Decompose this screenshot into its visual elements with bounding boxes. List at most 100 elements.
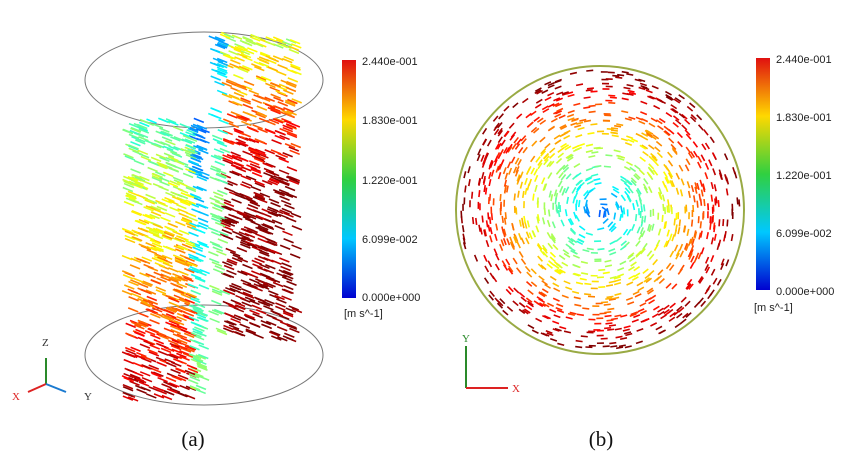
vector bbox=[513, 103, 518, 108]
vector bbox=[707, 232, 708, 239]
vector bbox=[550, 153, 555, 158]
vector bbox=[563, 250, 569, 254]
vector bbox=[578, 128, 585, 130]
vector bbox=[165, 213, 175, 217]
vector bbox=[484, 185, 485, 192]
vector bbox=[209, 259, 219, 263]
vector bbox=[525, 266, 530, 271]
vector bbox=[275, 226, 285, 230]
vector bbox=[581, 262, 588, 264]
vector bbox=[666, 113, 672, 117]
vector bbox=[485, 266, 488, 272]
vector bbox=[273, 318, 283, 322]
axis-label: X bbox=[12, 391, 20, 403]
vector bbox=[650, 295, 656, 299]
vector bbox=[667, 230, 669, 237]
vector bbox=[468, 166, 470, 173]
vector bbox=[617, 268, 623, 271]
vector bbox=[581, 336, 588, 337]
vector bbox=[715, 198, 716, 205]
vector bbox=[505, 212, 506, 219]
vector bbox=[284, 239, 294, 243]
vector bbox=[237, 248, 247, 252]
vector bbox=[151, 280, 161, 284]
vector bbox=[496, 264, 500, 270]
vector bbox=[612, 135, 619, 136]
vector bbox=[605, 265, 612, 266]
vector bbox=[699, 125, 704, 130]
vector bbox=[279, 170, 289, 174]
vector bbox=[603, 272, 610, 273]
vector bbox=[678, 142, 683, 147]
vector bbox=[287, 167, 297, 171]
vector bbox=[659, 229, 661, 236]
vector bbox=[130, 142, 140, 146]
vector bbox=[679, 220, 680, 227]
panel-b: 2.440e-001 1.830e-001 1.220e-001 6.099e-… bbox=[456, 54, 834, 451]
vector bbox=[687, 107, 692, 112]
vector bbox=[519, 303, 525, 307]
vector bbox=[211, 76, 221, 80]
vector bbox=[493, 116, 497, 121]
vector bbox=[533, 194, 534, 201]
vector bbox=[463, 225, 464, 232]
vector bbox=[159, 187, 169, 191]
vector bbox=[555, 140, 561, 144]
vector bbox=[507, 186, 508, 193]
vector bbox=[605, 260, 612, 262]
vector bbox=[488, 261, 491, 267]
axis-label: Y bbox=[462, 333, 470, 345]
vector bbox=[700, 180, 702, 187]
vector bbox=[567, 115, 574, 117]
vector bbox=[708, 293, 712, 299]
vector bbox=[485, 278, 489, 284]
vector bbox=[670, 234, 672, 241]
vector bbox=[558, 148, 564, 152]
vector bbox=[524, 216, 525, 223]
vector bbox=[575, 347, 582, 348]
caption: (a) bbox=[181, 427, 204, 451]
vector bbox=[610, 97, 617, 98]
vector bbox=[215, 161, 225, 165]
vector bbox=[194, 118, 204, 122]
vector bbox=[540, 120, 546, 124]
vector bbox=[577, 314, 584, 315]
vector bbox=[208, 228, 218, 232]
vector bbox=[499, 114, 504, 119]
vector bbox=[593, 179, 600, 181]
vector bbox=[284, 205, 294, 209]
vector bbox=[150, 320, 160, 324]
vector bbox=[661, 315, 667, 319]
vector bbox=[254, 297, 264, 301]
vector bbox=[609, 252, 616, 254]
vector bbox=[554, 288, 560, 291]
vector bbox=[701, 247, 703, 254]
vector bbox=[715, 234, 716, 241]
vector bbox=[550, 276, 556, 280]
vector bbox=[286, 87, 296, 91]
vector bbox=[658, 126, 664, 130]
vector bbox=[550, 309, 556, 312]
vector bbox=[290, 254, 300, 258]
vector bbox=[621, 139, 628, 141]
vector bbox=[675, 245, 678, 251]
vector bbox=[545, 285, 551, 289]
vector bbox=[739, 199, 740, 206]
vector bbox=[232, 216, 242, 220]
vector bbox=[489, 172, 491, 179]
vector bbox=[554, 80, 561, 82]
vector bbox=[490, 236, 492, 243]
vector bbox=[534, 301, 540, 305]
vector bbox=[145, 140, 155, 144]
vector bbox=[573, 104, 580, 106]
vector bbox=[542, 178, 545, 184]
vector bbox=[124, 202, 134, 206]
axis-label: X bbox=[512, 383, 520, 395]
vector bbox=[608, 249, 615, 252]
vector bbox=[568, 111, 575, 113]
vector bbox=[640, 112, 646, 115]
vector bbox=[521, 297, 526, 301]
vector bbox=[611, 193, 617, 197]
vector bbox=[488, 140, 491, 146]
vector bbox=[531, 168, 534, 174]
